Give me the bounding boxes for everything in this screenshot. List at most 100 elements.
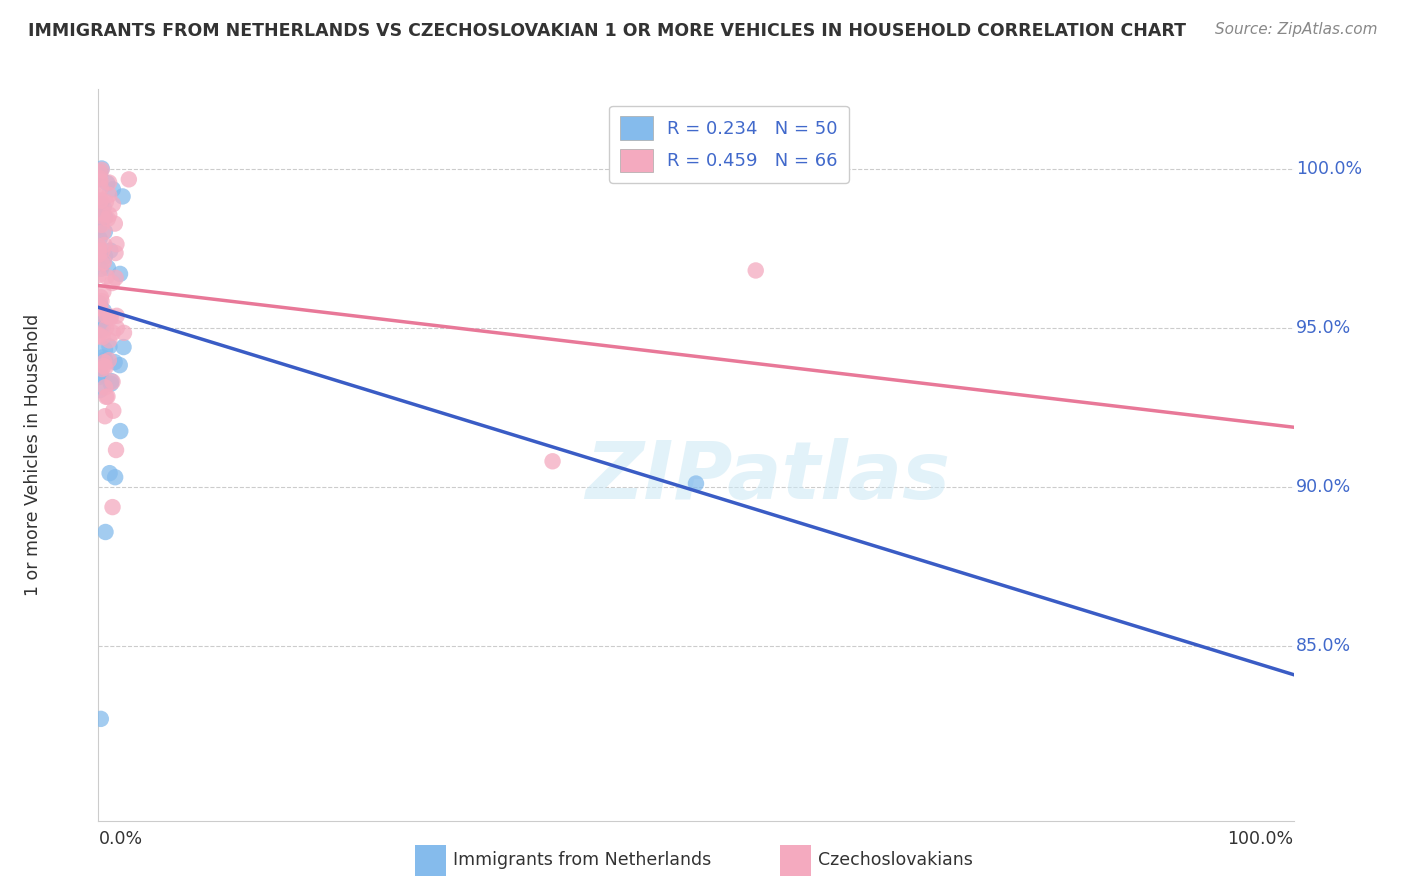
Point <box>98 310 121 324</box>
Point <box>90 181 112 195</box>
Point <box>94 409 117 424</box>
Point <box>96 176 118 190</box>
Point <box>98 466 121 480</box>
Point <box>89 370 111 384</box>
Point <box>90 308 112 322</box>
Point <box>90 161 112 176</box>
Point <box>94 352 117 367</box>
Point <box>91 321 114 335</box>
Point <box>87 329 110 343</box>
Point <box>96 390 118 404</box>
Point <box>94 210 117 224</box>
Point <box>90 290 112 304</box>
Point <box>104 355 127 369</box>
Point <box>96 269 118 284</box>
Point <box>90 294 112 309</box>
Point <box>103 403 125 417</box>
Point <box>100 310 122 325</box>
Point <box>94 360 117 375</box>
Point <box>97 260 120 275</box>
Point <box>89 301 111 315</box>
Point <box>89 171 111 186</box>
Point <box>89 305 111 319</box>
Point <box>104 470 127 484</box>
Point <box>94 321 117 335</box>
Point <box>98 334 121 348</box>
Point <box>685 476 707 491</box>
Point <box>98 187 121 202</box>
Text: 100.0%: 100.0% <box>1296 160 1362 178</box>
Text: 100.0%: 100.0% <box>1227 830 1294 848</box>
Point <box>91 225 114 239</box>
Point <box>93 303 115 318</box>
Point <box>89 194 111 208</box>
Point <box>87 168 110 182</box>
Point <box>541 454 564 468</box>
Point <box>96 390 118 404</box>
Text: 85.0%: 85.0% <box>1296 637 1351 655</box>
Point <box>98 339 121 353</box>
Point <box>97 353 120 368</box>
Point <box>98 208 121 222</box>
Point <box>93 200 115 214</box>
Point <box>108 358 131 372</box>
Point <box>110 424 132 438</box>
Point <box>89 323 111 337</box>
Point <box>90 218 112 232</box>
Point <box>94 343 117 357</box>
Text: 1 or more Vehicles in Household: 1 or more Vehicles in Household <box>24 314 42 596</box>
Point <box>100 374 122 388</box>
Point <box>93 238 115 252</box>
Point <box>101 375 124 389</box>
Point <box>98 244 121 258</box>
Point <box>98 176 121 190</box>
Point <box>89 368 111 382</box>
Point <box>91 330 114 344</box>
Text: 95.0%: 95.0% <box>1296 318 1351 336</box>
Point <box>89 165 111 179</box>
Point <box>93 255 115 269</box>
Point <box>91 210 114 224</box>
Point <box>87 247 110 261</box>
Text: Source: ZipAtlas.com: Source: ZipAtlas.com <box>1215 22 1378 37</box>
Point <box>105 237 128 252</box>
Text: Czechoslovakians: Czechoslovakians <box>818 852 973 870</box>
Point <box>105 309 128 323</box>
Point <box>94 194 117 209</box>
Point <box>90 162 112 177</box>
Point <box>112 340 135 354</box>
Point <box>101 500 124 515</box>
Point <box>105 321 128 335</box>
Text: 90.0%: 90.0% <box>1296 478 1351 496</box>
Point <box>89 301 111 316</box>
Point <box>91 362 114 376</box>
Point <box>87 239 110 253</box>
Point <box>93 359 115 373</box>
Point <box>91 210 114 224</box>
Point <box>90 310 112 324</box>
Point <box>112 326 135 340</box>
Point <box>101 182 124 196</box>
Point <box>100 376 122 391</box>
Point <box>87 364 110 378</box>
Text: 0.0%: 0.0% <box>98 830 142 848</box>
Point <box>91 206 114 220</box>
Point <box>89 296 111 310</box>
Point <box>96 310 118 324</box>
Point <box>89 175 111 189</box>
Point <box>94 380 117 394</box>
Point <box>118 172 141 186</box>
Point <box>87 219 110 234</box>
Point <box>104 270 127 285</box>
Point <box>89 203 111 218</box>
Point <box>91 256 114 270</box>
Point <box>87 244 110 258</box>
Point <box>104 246 127 260</box>
Point <box>89 165 111 179</box>
Point <box>101 326 124 340</box>
Point <box>90 314 112 328</box>
Point <box>90 194 112 208</box>
Point <box>90 712 112 726</box>
Point <box>90 368 112 382</box>
Point <box>101 276 124 290</box>
